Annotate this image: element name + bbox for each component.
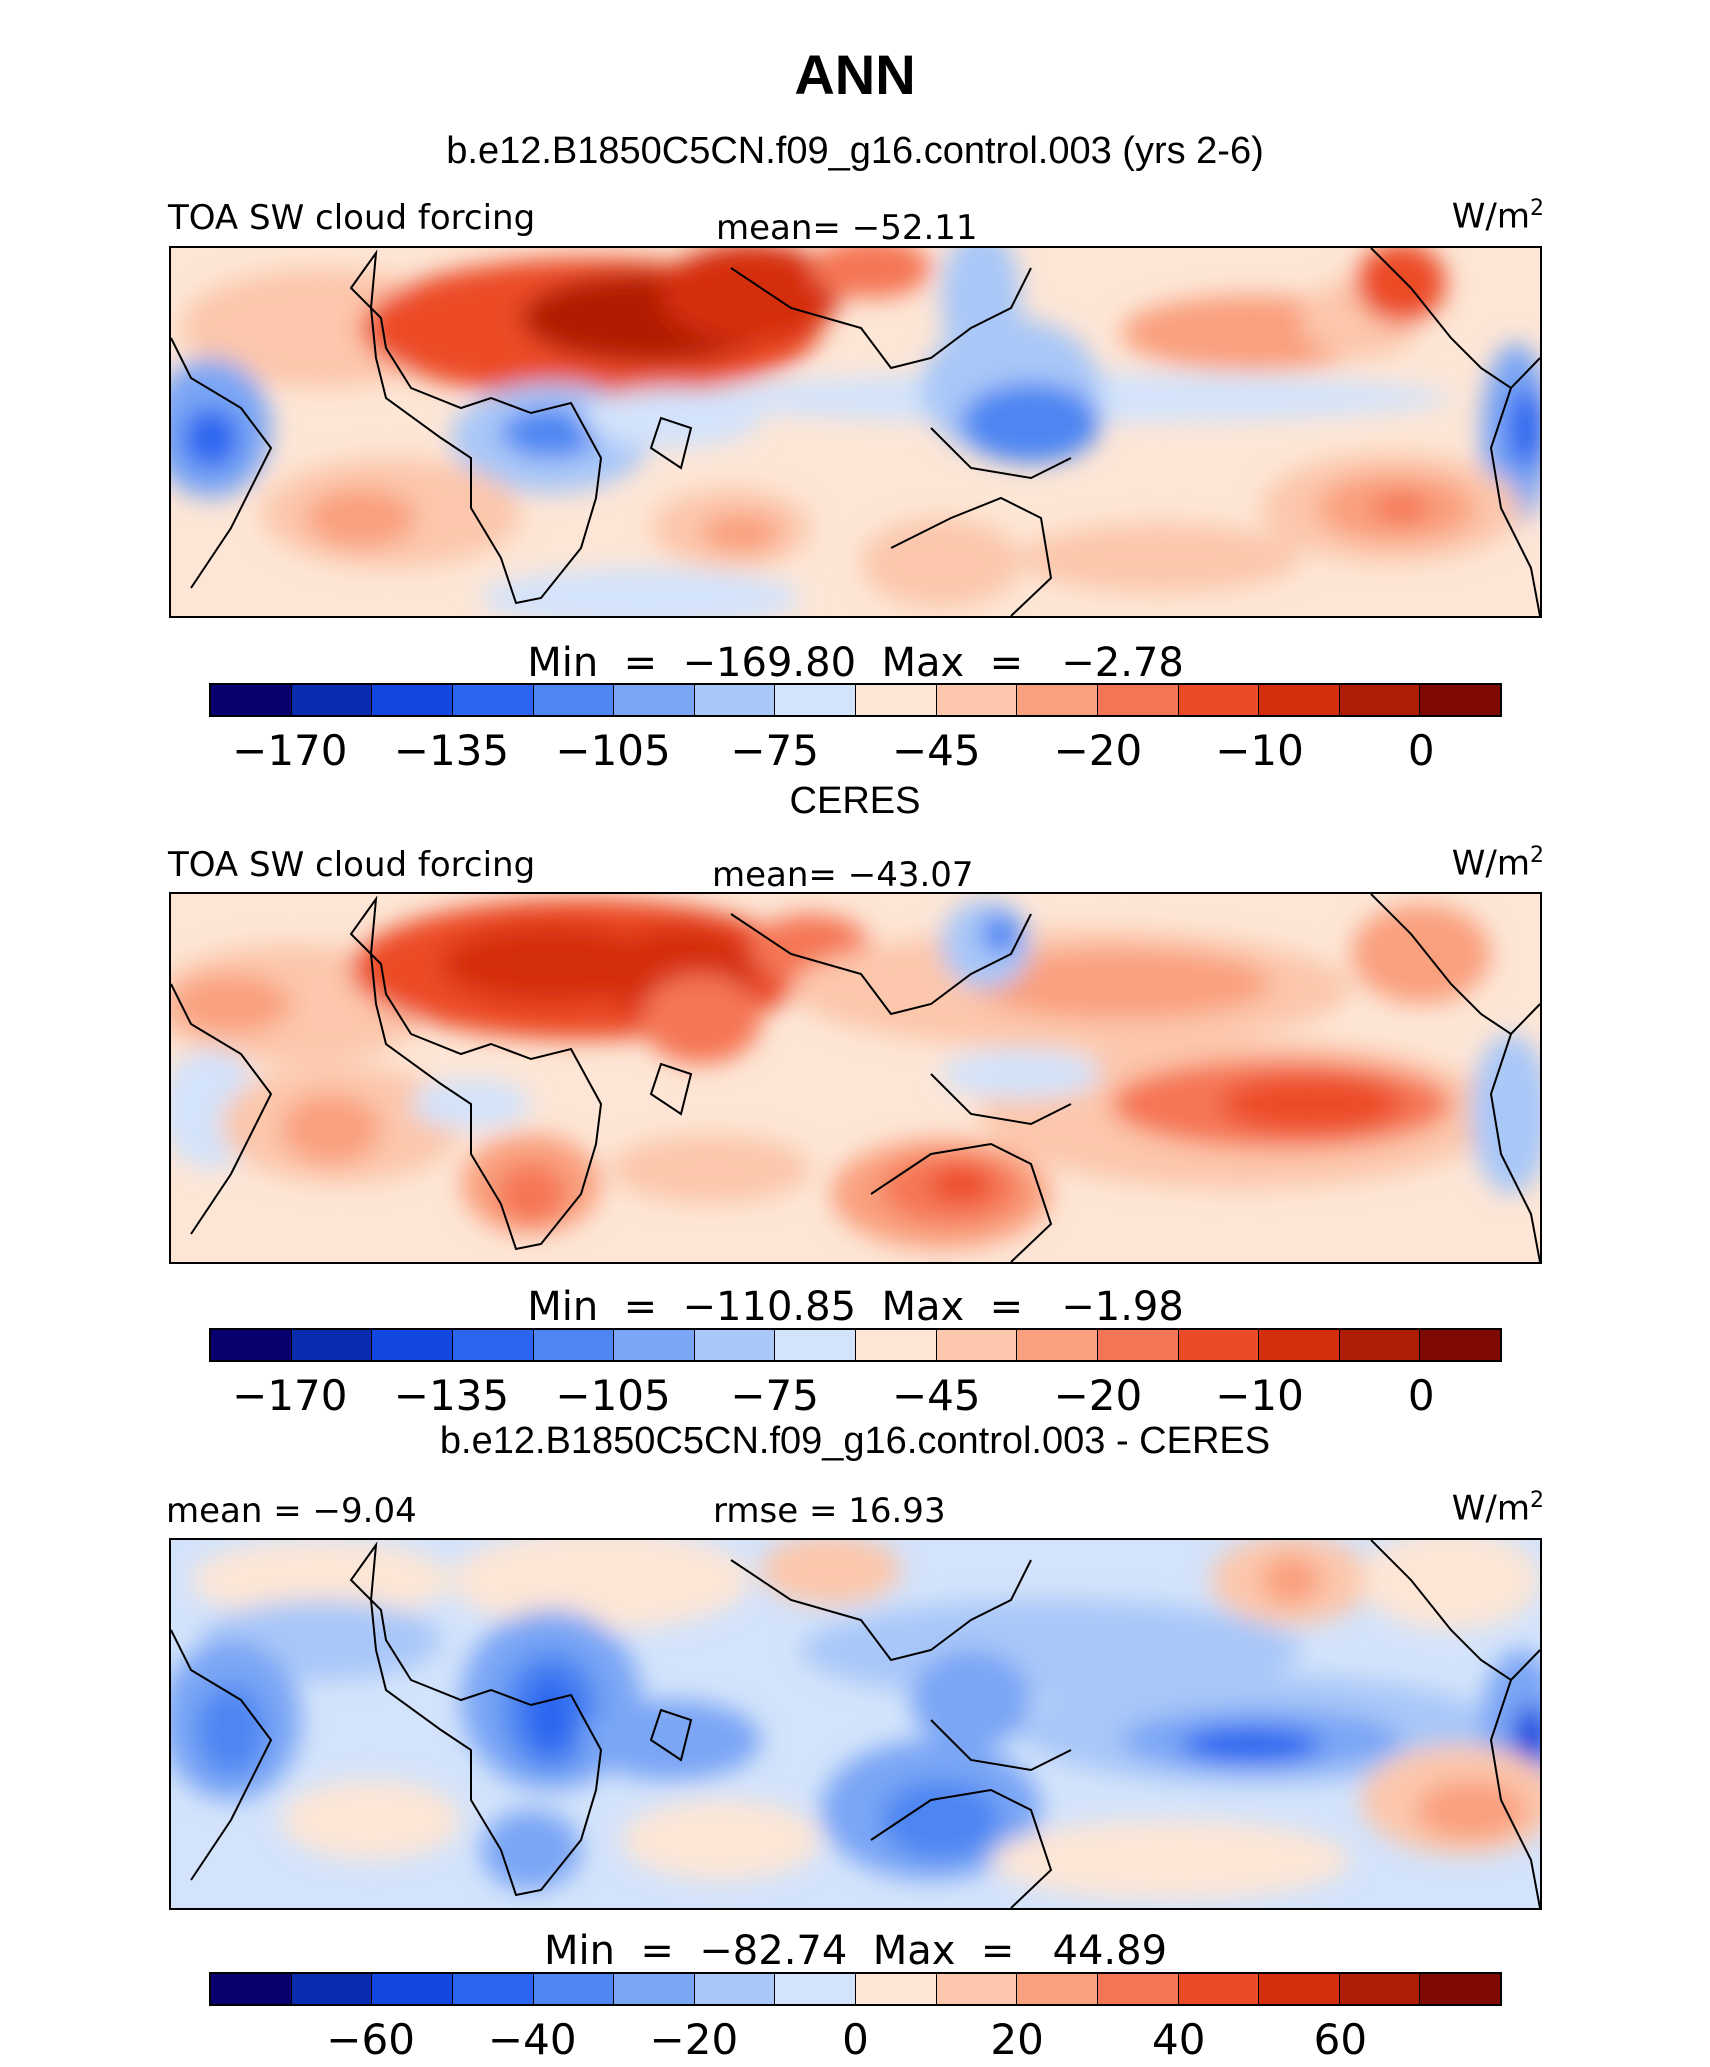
panel-1-colorbar-swatch: [1420, 685, 1500, 715]
panel-1-colorbar-swatch: [291, 685, 373, 715]
panel-1-colorbar-tick-label: −20: [1053, 726, 1143, 775]
panel-3-colorbar-tick-label: −60: [326, 2015, 415, 2064]
panel-2-colorbar-tick-label: −135: [393, 1371, 510, 1420]
panel-3-colorbar-tick-label: −20: [649, 2015, 739, 2064]
panel-2-minmax: Min = −110.85 Max = −1.98: [527, 1284, 1184, 1330]
panel-1-colorbar-swatch: [533, 685, 615, 715]
panel-2-colorbar-swatch: [1339, 1330, 1421, 1360]
panel-3-colorbar-tick-label: −40: [487, 2015, 577, 2064]
panel-2-colorbar-tick-label: −75: [730, 1371, 820, 1420]
panel-1-mean-label: mean= −52.11: [716, 208, 978, 248]
panel-3-colorbar-swatch: [211, 1974, 292, 2004]
panel-3-contour-field: [171, 1540, 1540, 1908]
panel-2-colorbar-swatch: [372, 1330, 453, 1360]
panel-2-colorbar-tick-label: −10: [1215, 1371, 1304, 1420]
panel-2-colorbar-swatch: [291, 1330, 373, 1360]
panel-1-colorbar-swatch: [1339, 685, 1421, 715]
panel-2-map: [169, 892, 1542, 1264]
panel-2-colorbar: [209, 1328, 1502, 1362]
panel-2-colorbar-swatch: [775, 1330, 856, 1360]
panel-1-colorbar-tick-label: −45: [891, 726, 981, 775]
panel-2-contour-field: [171, 894, 1540, 1262]
panel-1-colorbar-tick-label: −75: [730, 726, 820, 775]
panel-3-colorbar-swatch: [1017, 1974, 1098, 2004]
panel-2-coastlines: [171, 894, 1540, 1262]
panel-3-colorbar-swatch: [533, 1974, 615, 2004]
panel-1-title: b.e12.B1850C5CN.f09_g16.control.003 (yrs…: [446, 130, 1264, 172]
panel-3-colorbar-swatch: [1097, 1974, 1179, 2004]
panel-2-colorbar-swatch: [694, 1330, 776, 1360]
panel-1-map: [169, 246, 1542, 618]
panel-1-minmax: Min = −169.80 Max = −2.78: [527, 640, 1184, 686]
panel-2-colorbar-swatch: [1178, 1330, 1260, 1360]
panel-1-colorbar-swatch: [1259, 685, 1340, 715]
panel-3-colorbar-swatch: [614, 1974, 695, 2004]
panel-3-rmse-label: rmse = 16.93: [713, 1491, 946, 1531]
panel-3-colorbar: [209, 1972, 1502, 2006]
panel-1-colorbar-tick-label: −105: [555, 726, 671, 775]
panel-2-variable-label: TOA SW cloud forcing: [168, 845, 536, 885]
panel-1-units: W/m2: [1451, 196, 1544, 237]
panel-3-colorbar-swatch: [1339, 1974, 1421, 2004]
panel-2-colorbar-tick-label: −170: [232, 1371, 348, 1420]
panel-2-colorbar-swatch: [936, 1330, 1018, 1360]
panel-1-colorbar-swatch: [372, 685, 453, 715]
panel-3-colorbar-swatch: [775, 1974, 856, 2004]
panel-1-variable-label: TOA SW cloud forcing: [168, 198, 536, 238]
panel-3-colorbar-swatch: [452, 1974, 534, 2004]
panel-1-colorbar-tick-label: −10: [1215, 726, 1304, 775]
panel-3-colorbar-tick-label: 0: [842, 2015, 869, 2064]
panel-2-units: W/m2: [1451, 843, 1544, 884]
panel-1-colorbar-tick-label: 0: [1407, 726, 1435, 775]
panel-1-colorbar-swatch: [614, 685, 695, 715]
panel-1-colorbar-swatch: [1178, 685, 1260, 715]
panel-2-mean-label: mean= −43.07: [712, 855, 974, 895]
panel-3-colorbar-tick-label: 60: [1313, 2015, 1368, 2064]
panel-3-colorbar-swatch: [936, 1974, 1018, 2004]
panel-3-colorbar-swatch: [1420, 1974, 1500, 2004]
panel-2-colorbar-tick-label: 0: [1407, 1371, 1435, 1420]
panel-2-colorbar-tick-label: −45: [891, 1371, 981, 1420]
panel-1-colorbar-swatch: [1097, 685, 1179, 715]
panel-2-colorbar-swatch: [856, 1330, 937, 1360]
panel-2-colorbar-swatch: [1259, 1330, 1340, 1360]
panel-2-title: CERES: [789, 780, 921, 822]
panel-1-contour-field: [171, 248, 1540, 616]
panel-1-colorbar: [209, 683, 1502, 717]
panel-3-colorbar-swatch: [291, 1974, 373, 2004]
panel-1-colorbar-tick-label: −170: [232, 726, 348, 775]
panel-2-colorbar-swatch: [1420, 1330, 1500, 1360]
panel-3-minmax: Min = −82.74 Max = 44.89: [543, 1928, 1168, 1974]
panel-3-colorbar-swatch: [856, 1974, 937, 2004]
panel-1-coastlines: [171, 248, 1540, 616]
panel-3-colorbar-swatch: [372, 1974, 453, 2004]
main-title: ANN: [794, 43, 916, 106]
panel-3-map: [169, 1538, 1542, 1910]
panel-1-colorbar-swatch: [1017, 685, 1098, 715]
panel-1-colorbar-swatch: [936, 685, 1018, 715]
panel-2-colorbar-swatch: [614, 1330, 695, 1360]
panel-3-units: W/m2: [1451, 1488, 1544, 1529]
panel-2-colorbar-swatch: [452, 1330, 534, 1360]
panel-2-colorbar-tick-label: −20: [1053, 1371, 1143, 1420]
panel-2-colorbar-swatch: [533, 1330, 615, 1360]
panel-3-colorbar-swatch: [694, 1974, 776, 2004]
panel-1-colorbar-tick-label: −135: [393, 726, 510, 775]
panel-3-colorbar-swatch: [1178, 1974, 1260, 2004]
panel-1-colorbar-swatch: [452, 685, 534, 715]
panel-1-colorbar-swatch: [775, 685, 856, 715]
panel-3-title: b.e12.B1850C5CN.f09_g16.control.003 - CE…: [439, 1420, 1271, 1462]
panel-3-coastlines: [171, 1540, 1540, 1908]
panel-1-colorbar-swatch: [856, 685, 937, 715]
panel-2-colorbar-tick-label: −105: [555, 1371, 671, 1420]
panel-1-colorbar-swatch: [694, 685, 776, 715]
panel-1-colorbar-swatch: [211, 685, 292, 715]
panel-2-colorbar-swatch: [1017, 1330, 1098, 1360]
panel-3-colorbar-tick-label: 20: [990, 2015, 1044, 2064]
panel-2-colorbar-swatch: [1097, 1330, 1179, 1360]
panel-2-colorbar-swatch: [211, 1330, 292, 1360]
panel-3-mean-label: mean = −9.04: [166, 1491, 417, 1531]
panel-3-colorbar-swatch: [1259, 1974, 1340, 2004]
panel-3-colorbar-tick-label: 40: [1152, 2015, 1206, 2064]
